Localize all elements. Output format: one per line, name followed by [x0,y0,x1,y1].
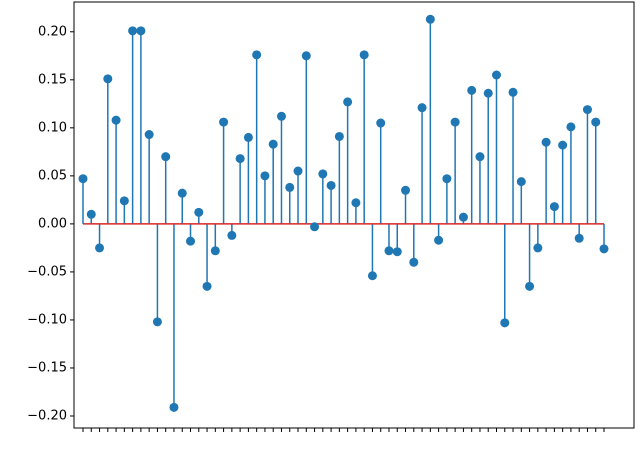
plot-frame [73,1,635,429]
stem-marker [351,198,361,208]
stem-marker [235,154,245,164]
stem-marker [219,117,229,127]
stem-marker [541,137,551,147]
stem-marker [128,26,138,36]
y-tick-label: −0.05 [27,264,67,279]
stem-marker [310,222,320,232]
stem-marker [409,257,419,267]
stem-marker [367,271,377,281]
stem-marker [591,117,601,127]
stem-marker [417,103,427,113]
stem-marker [384,246,394,256]
stem-marker [392,247,402,257]
stem-marker [152,317,162,327]
stem-marker [574,233,584,243]
stem-marker [285,182,295,192]
stem-marker [186,236,196,246]
stem-marker [566,122,576,132]
stem-marker [326,180,336,190]
stem-marker [169,402,179,412]
stem-marker [467,85,477,95]
stem-marker [136,26,146,36]
stem-marker [343,97,353,107]
stem-marker [260,171,270,181]
stem-marker [103,74,113,84]
stem-marker [194,207,204,217]
stem-marker [202,281,212,291]
stem-marker [450,117,460,127]
stem-marker [243,132,253,142]
stem-marker [458,212,468,222]
stem-marker [582,105,592,115]
stem-marker [483,88,493,98]
stem-marker [227,230,237,240]
stem-marker [318,169,328,179]
stem-marker [210,246,220,256]
stem-marker [334,131,344,141]
stem-marker [525,281,535,291]
stem-marker [425,14,435,24]
y-tick-label: 0.15 [38,72,67,87]
stem-marker [475,152,485,162]
y-tick-label: 0.20 [38,24,67,39]
stem-marker [401,185,411,195]
stem-marker [293,166,303,176]
stem-marker [442,174,452,184]
stem-marker [359,50,369,60]
y-tick-label: −0.10 [27,312,67,327]
stem-marker [491,70,501,80]
stem-marker [177,188,187,198]
stem-marker [508,87,518,97]
stem-marker [500,318,510,328]
stem-marker [86,209,96,219]
stem-marker [434,235,444,245]
stem-marker [119,196,129,206]
stem-marker [558,140,568,150]
stem-marker [268,139,278,149]
stem-marker [549,202,559,212]
y-tick-label: 0.05 [38,168,67,183]
stem-marker [252,50,262,60]
y-tick-label: −0.15 [27,360,67,375]
stem-marker [276,111,286,121]
y-tick-label: 0.00 [38,216,67,231]
stem-marker [111,115,121,125]
stem-marker [599,244,609,254]
stem-marker [533,243,543,253]
stem-marker [301,51,311,61]
stem-marker [376,118,386,128]
stem-marker [78,174,88,184]
y-tick-label: 0.10 [38,120,67,135]
y-tick-label: −0.20 [27,408,67,423]
stem-marker [95,243,105,253]
stem-marker [516,177,526,187]
stem-marker [144,130,154,140]
stem-marker [161,152,171,162]
